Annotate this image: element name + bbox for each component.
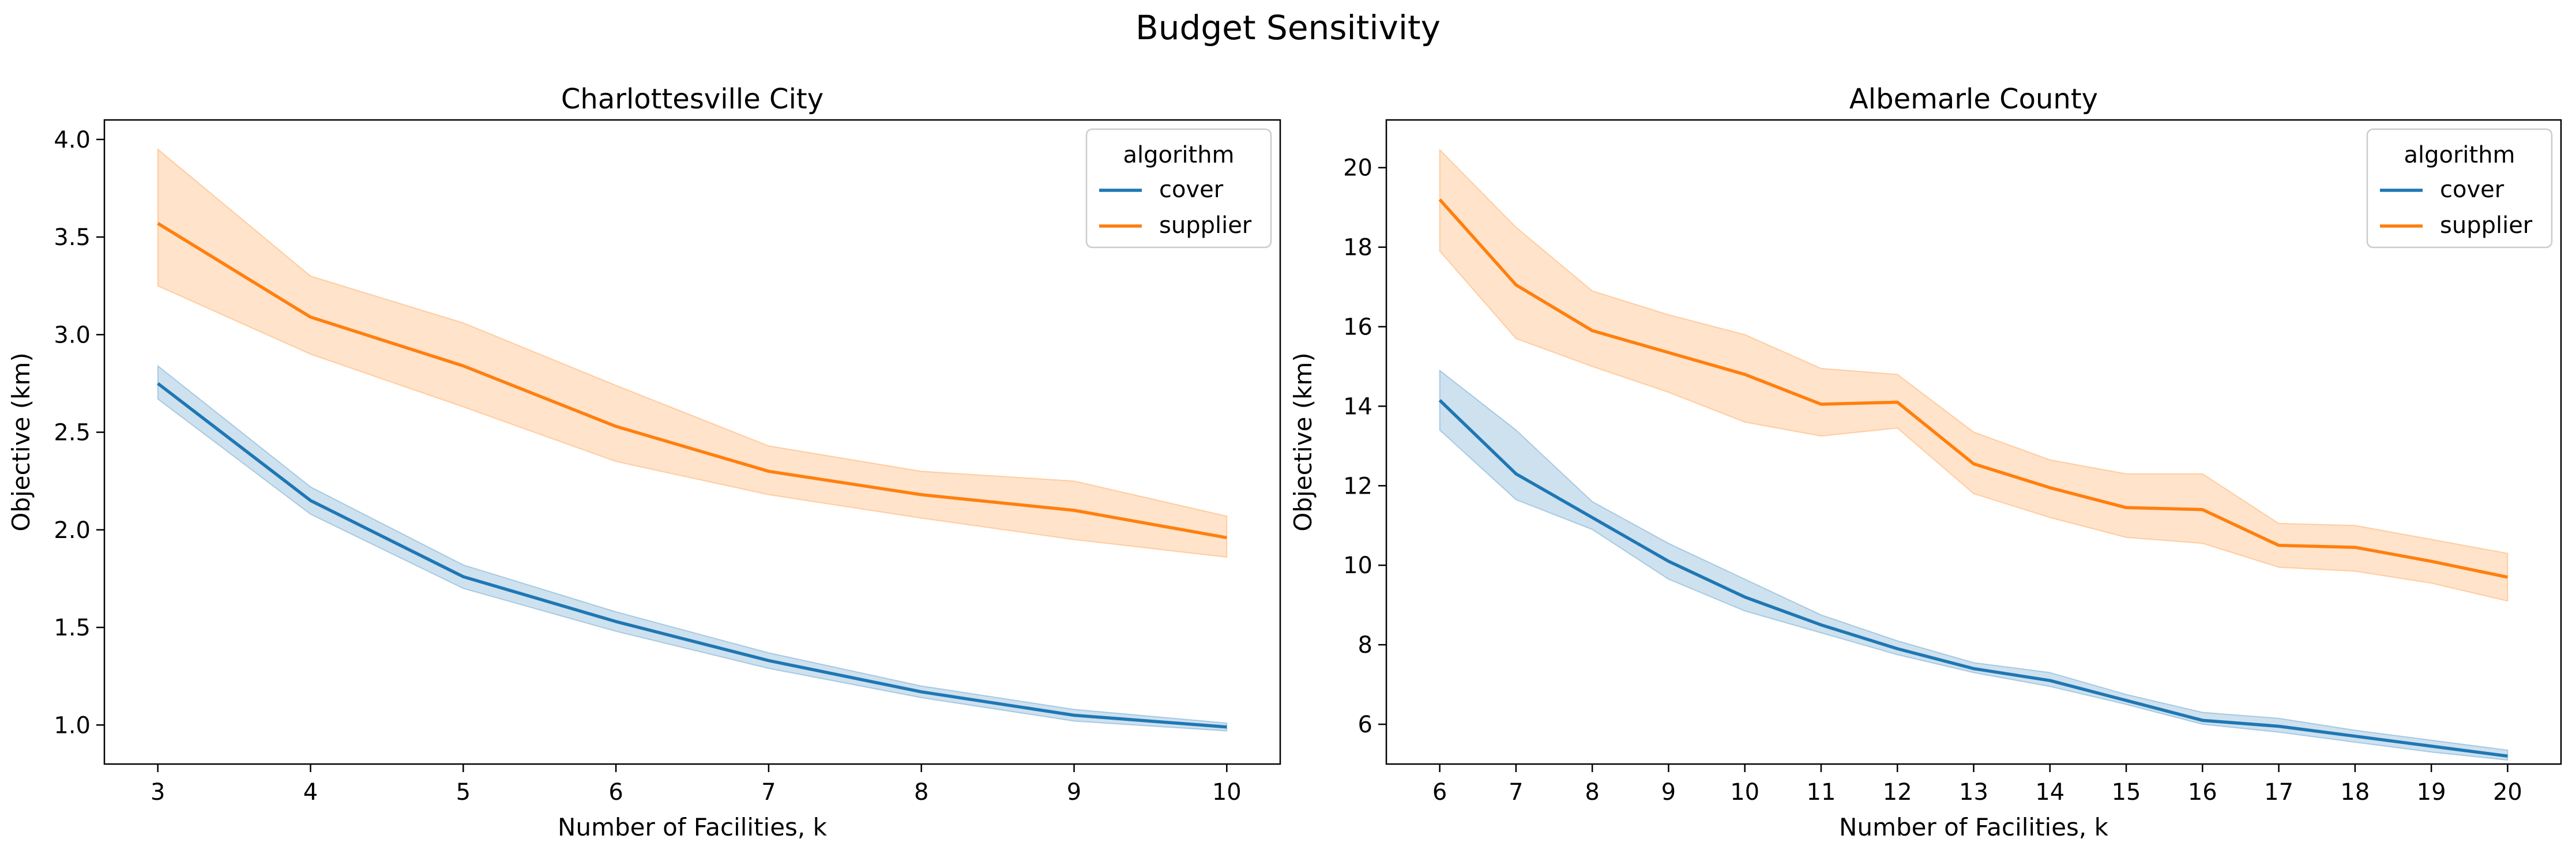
y-tick-label: 2.5 [54, 420, 91, 446]
y-tick-label: 1.5 [54, 615, 91, 641]
y-tick-label: 4.0 [54, 127, 91, 153]
x-tick-label: 10 [1730, 779, 1759, 806]
x-tick-label: 13 [1959, 779, 1988, 806]
x-tick-label: 12 [1883, 779, 1912, 806]
x-tick-label: 18 [2340, 779, 2370, 806]
y-tick-label: 8 [1358, 632, 1372, 659]
legend-title: algorithm [1123, 142, 1234, 168]
x-tick-label: 10 [1212, 779, 1242, 806]
x-tick-label: 6 [1432, 779, 1447, 806]
y-tick-label: 20 [1343, 155, 1372, 182]
confidence-band-cover [157, 364, 1228, 732]
series-line-cover [157, 382, 1227, 729]
x-tick-label: 9 [1661, 779, 1676, 806]
legend: algorithm cover supplier [2366, 128, 2553, 249]
panel-title: Charlottesville City [561, 83, 823, 115]
y-tick-label: 6 [1358, 712, 1372, 738]
y-tick-label: 12 [1343, 473, 1372, 499]
chart-panel-1: 3 4 5 6 7 8 9 10 1.0 1.5 2.0 2.5 3.0 3.5 4.0 Charlottes… [7, 83, 1281, 841]
x-tick-label: 9 [1067, 779, 1081, 806]
x-tick-label: 4 [303, 779, 318, 806]
series-line-supplier [1438, 198, 2508, 579]
confidence-band-supplier [157, 148, 1228, 558]
y-tick-label: 10 [1343, 552, 1372, 579]
x-tick-label: 15 [2112, 779, 2141, 806]
confidence-band-cover [1439, 369, 2509, 761]
x-tick-label: 3 [151, 779, 165, 806]
plot-frame [103, 119, 1281, 765]
series-line-cover [1438, 399, 2508, 758]
x-tick-label: 14 [2035, 779, 2064, 806]
y-tick-label: 1.0 [54, 712, 91, 739]
legend-box [1085, 128, 1272, 249]
y-tick-label: 18 [1343, 235, 1372, 261]
y-axis-label: Objective (km) [1289, 352, 1317, 532]
chart-panel-2: 6 7 8 9 10 11 12 13 14 15 16 17 18 19 20 6 8 10 12 14 16 18 20… [1289, 83, 2562, 841]
x-tick-label: 8 [1585, 779, 1599, 806]
x-tick-label: 11 [1807, 779, 1836, 806]
x-tick-label: 16 [2188, 779, 2217, 806]
x-tick-label: 20 [2493, 779, 2522, 806]
y-tick-label: 3.0 [54, 322, 91, 348]
x-tick-label: 19 [2417, 779, 2446, 806]
series-line-supplier [157, 222, 1227, 540]
y-axis-label: Objective (km) [7, 352, 35, 532]
y-tick-label: 16 [1343, 314, 1372, 341]
figure-suptitle: Budget Sensitivity [1135, 8, 1441, 47]
x-tick-label: 8 [914, 779, 928, 806]
legend-label-cover: cover [2440, 176, 2504, 203]
legend-box [2366, 128, 2553, 249]
x-tick-label: 7 [761, 779, 776, 806]
y-tick-label: 14 [1343, 393, 1372, 420]
legend: algorithm cover supplier [1085, 128, 1272, 249]
x-axis-label: Number of Facilities, k [1839, 813, 2109, 841]
legend-label-supplier: supplier [1159, 212, 1252, 239]
legend-title: algorithm [2404, 142, 2515, 168]
x-tick-label: 7 [1509, 779, 1523, 806]
panel-title: Albemarle County [1849, 83, 2098, 115]
legend-label-cover: cover [1159, 176, 1224, 203]
x-tick-label: 17 [2264, 779, 2293, 806]
y-tick-label: 2.0 [54, 517, 91, 544]
x-tick-label: 6 [608, 779, 623, 806]
y-tick-label: 3.5 [54, 224, 91, 251]
x-axis-label: Number of Facilities, k [558, 813, 828, 841]
x-tick-label: 5 [456, 779, 471, 806]
legend-label-supplier: supplier [2440, 212, 2533, 239]
